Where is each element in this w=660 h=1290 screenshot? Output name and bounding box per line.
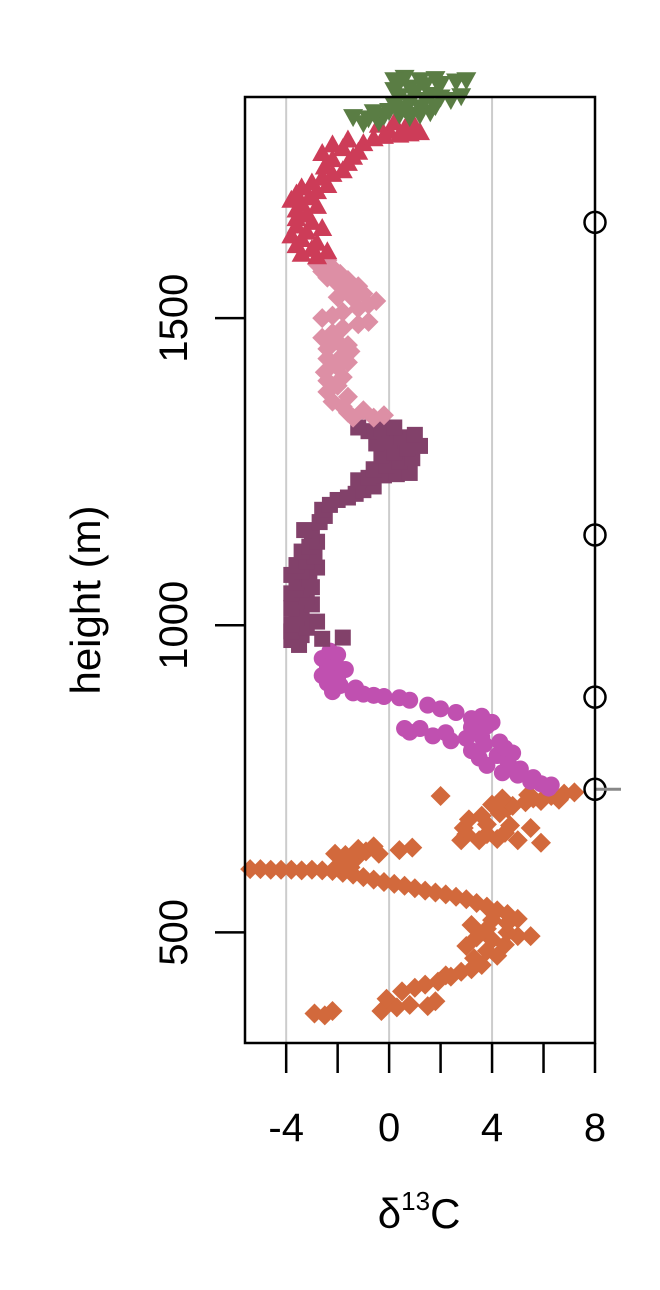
point-series-0: [368, 843, 389, 864]
point-series-4: [322, 149, 343, 168]
point-series-4: [312, 217, 333, 236]
point-series-5: [425, 71, 446, 90]
y-axis-title: height (m): [62, 505, 109, 694]
point-series-0: [548, 789, 569, 810]
point-series-4: [312, 143, 333, 162]
point-series-4: [317, 241, 338, 260]
x-axis: -4 0 4 8: [268, 1043, 606, 1150]
point-series-2: [373, 447, 390, 464]
point-series-4: [307, 232, 328, 251]
point-series-2: [381, 433, 398, 449]
point-series-3: [358, 311, 379, 332]
x-axis-title-sup: 13: [401, 1186, 430, 1216]
point-series-0: [520, 926, 541, 947]
point-series-0: [518, 784, 539, 805]
point-series-0: [348, 838, 369, 859]
point-series-1: [542, 776, 560, 794]
point-series-5: [410, 72, 430, 91]
point-series-3: [353, 400, 374, 421]
point-series-0: [271, 859, 292, 880]
point-series-5: [384, 72, 405, 91]
point-series-0: [430, 786, 451, 807]
point-series-1: [437, 724, 455, 742]
point-series-3: [332, 317, 353, 338]
point-series-5: [456, 72, 477, 91]
point-series-4: [301, 172, 322, 191]
y-tick-label: 1500: [152, 274, 196, 363]
point-series-4: [281, 225, 302, 244]
point-series-2: [365, 461, 382, 478]
data-points: [240, 69, 585, 1026]
point-series-1: [432, 700, 450, 718]
point-series-2: [386, 419, 403, 436]
point-series-0: [520, 818, 541, 838]
point-series-0: [451, 961, 472, 982]
point-series-2: [373, 420, 390, 437]
point-series-0: [564, 782, 585, 803]
point-series-1: [419, 696, 437, 714]
point-series-4: [353, 133, 374, 152]
point-series-2: [406, 426, 423, 443]
point-series-1: [424, 727, 442, 745]
point-series-4: [322, 134, 343, 153]
point-series-4: [291, 177, 312, 196]
y-axis: 500 1000 1500: [152, 274, 245, 966]
point-series-0: [322, 1001, 343, 1022]
x-axis-title-base: δ: [378, 1190, 401, 1237]
point-series-5: [363, 104, 384, 123]
point-series-0: [250, 859, 271, 880]
point-series-1: [321, 642, 339, 660]
point-series-2: [368, 435, 385, 452]
point-series-0: [464, 948, 485, 969]
point-series-3: [373, 405, 394, 426]
point-series-0: [389, 840, 410, 861]
plot-frame: [243, 95, 597, 1045]
point-series-0: [492, 788, 513, 809]
point-series-1: [390, 689, 408, 707]
point-series-0: [399, 994, 420, 1015]
x-tick-label: -4: [268, 1106, 304, 1150]
point-series-0: [376, 988, 397, 1009]
point-series-2: [309, 613, 326, 630]
point-series-0: [325, 843, 346, 864]
point-series-1: [347, 679, 365, 697]
x-tick-label: 4: [481, 1106, 503, 1150]
y-tick-label: 500: [152, 899, 196, 966]
point-series-0: [402, 837, 423, 858]
point-series-2: [296, 522, 313, 539]
point-series-1: [396, 719, 414, 737]
point-series-1: [524, 769, 542, 787]
x-tick-label: 8: [584, 1106, 606, 1150]
y-tick-label: 1000: [152, 581, 196, 670]
point-series-0: [471, 805, 492, 826]
point-series-4: [384, 112, 405, 131]
x-tick-label: 0: [378, 1106, 400, 1150]
point-series-1: [411, 719, 429, 737]
point-series-2: [314, 630, 331, 647]
point-series-1: [447, 704, 465, 722]
point-series-1: [491, 733, 509, 751]
point-series-0: [281, 859, 302, 880]
point-series-0: [530, 832, 551, 853]
point-series-0: [500, 815, 521, 836]
point-series-4: [296, 204, 317, 223]
point-series-0: [425, 991, 446, 1012]
point-series-2: [334, 629, 351, 646]
point-series-0: [435, 965, 456, 986]
point-series-4: [296, 221, 317, 240]
point-series-3: [366, 290, 387, 311]
x-axis-title-main: C: [430, 1190, 460, 1237]
point-series-4: [337, 129, 358, 148]
point-series-1: [473, 707, 491, 725]
point-series-0: [507, 830, 528, 851]
point-series-0: [461, 915, 482, 936]
x-axis-title: δ13C: [378, 1186, 461, 1237]
point-series-3: [337, 386, 358, 407]
point-series-5: [343, 109, 364, 128]
